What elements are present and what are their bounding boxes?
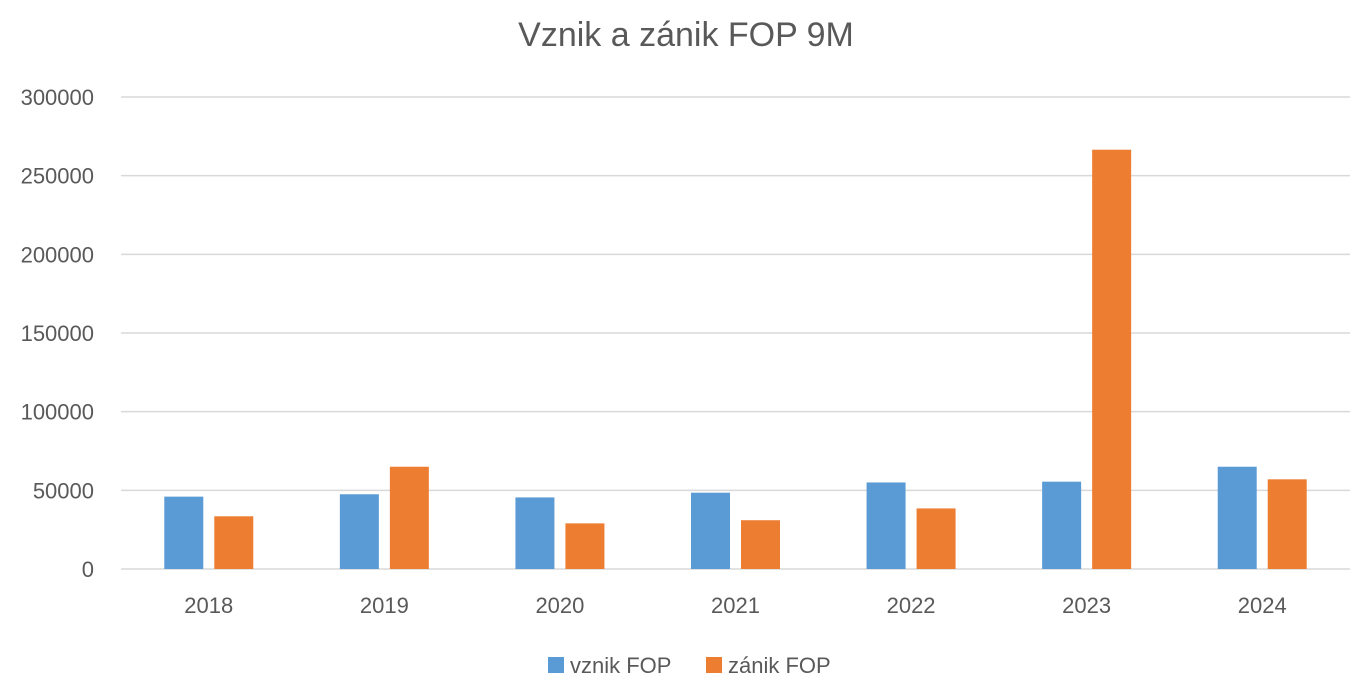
y-axis-ticks: 0 50000 100000 150000 200000 250000 300000	[21, 85, 94, 582]
bar-zánik-fop-2024	[1267, 479, 1307, 569]
bar-zánik-fop-2019	[389, 466, 429, 569]
x-axis-ticks: 2018 2019 2020 2021 2022 2023 2024	[184, 593, 1286, 618]
bar-zánik-fop-2022	[916, 508, 956, 569]
bar-vznik-fop-2021	[691, 492, 730, 569]
bar-vznik-fop-2019	[339, 494, 379, 569]
legend-swatch	[548, 657, 564, 673]
bar-vznik-fop-2022	[866, 482, 906, 569]
legend-label: zánik FOP	[728, 653, 831, 678]
x-tick-label: 2021	[711, 593, 760, 618]
bar-vznik-fop-2024	[1217, 466, 1257, 569]
bar-vznik-fop-2020	[515, 497, 555, 569]
bar-zánik-fop-2020	[565, 523, 605, 569]
y-tick-label: 250000	[21, 164, 94, 189]
y-tick-label: 0	[82, 557, 94, 582]
bars	[164, 149, 1307, 569]
bar-vznik-fop-2018	[164, 496, 204, 569]
chart-title: Vznik a zánik FOP 9M	[518, 16, 854, 54]
bar-zánik-fop-2023	[1092, 149, 1132, 569]
x-tick-label: 2018	[184, 593, 233, 618]
legend-label: vznik FOP	[570, 653, 671, 678]
gridlines	[121, 96, 1350, 570]
y-tick-label: 300000	[21, 85, 94, 110]
y-tick-label: 150000	[21, 321, 94, 346]
x-tick-label: 2022	[887, 593, 936, 618]
y-tick-label: 50000	[33, 478, 94, 503]
y-tick-label: 100000	[21, 400, 94, 425]
bar-vznik-fop-2023	[1042, 481, 1082, 569]
x-tick-label: 2024	[1238, 593, 1287, 618]
x-tick-label: 2019	[360, 593, 409, 618]
x-tick-label: 2020	[535, 593, 584, 618]
legend: vznik FOP zánik FOP	[548, 653, 831, 678]
bar-zánik-fop-2018	[214, 516, 254, 569]
bar-zánik-fop-2021	[741, 520, 780, 569]
x-tick-label: 2023	[1062, 593, 1111, 618]
y-tick-label: 200000	[21, 242, 94, 267]
legend-swatch	[706, 657, 722, 673]
